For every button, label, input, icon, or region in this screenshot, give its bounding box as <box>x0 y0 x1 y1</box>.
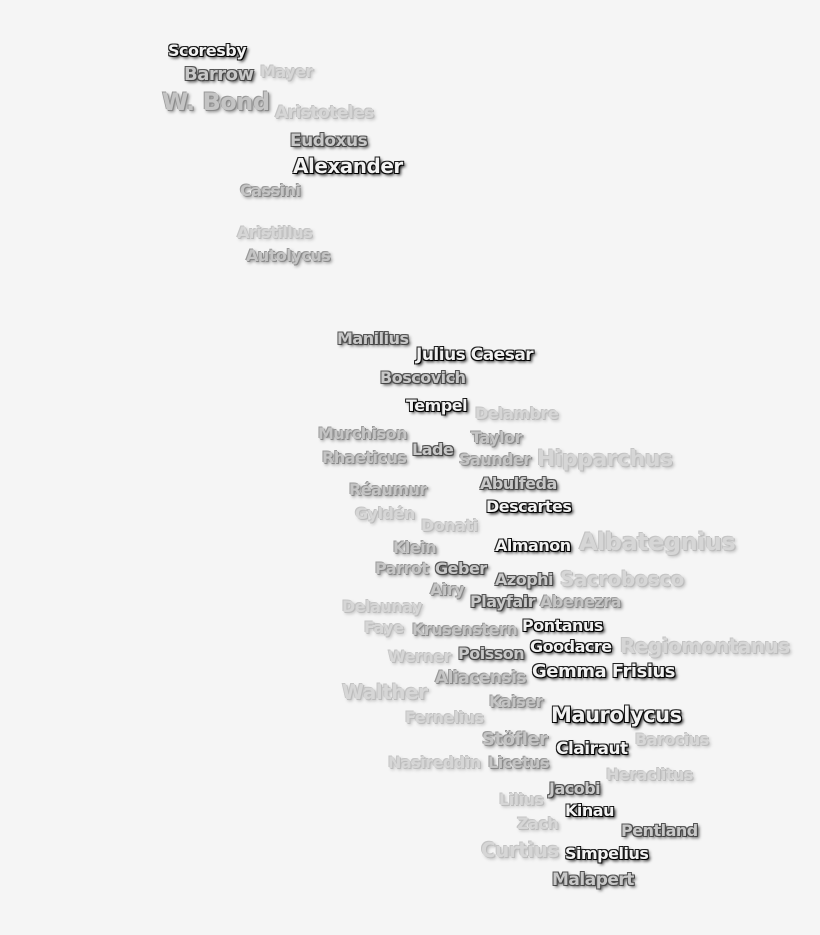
crater-label: Delambre <box>475 404 559 423</box>
crater-label: Pentland <box>621 821 698 840</box>
crater-label: Autolycus <box>246 246 331 265</box>
crater-label: Manilius <box>337 329 409 348</box>
crater-label: Hipparchus <box>537 447 673 472</box>
crater-label: Cassini <box>240 181 301 200</box>
crater-label: Jacobi <box>549 779 601 798</box>
crater-label: Abulfeda <box>480 474 557 493</box>
crater-label: Gemma Frisius <box>532 661 676 682</box>
crater-label: Malapert <box>552 870 634 890</box>
crater-label: Saunder <box>459 450 531 469</box>
crater-label: Maurolycus <box>551 703 682 727</box>
crater-label: Licetus <box>488 753 550 772</box>
crater-label: Curtius <box>481 838 559 862</box>
crater-label: Airy <box>430 580 465 599</box>
crater-label: Goodacre <box>530 637 612 656</box>
crater-label: Aristoteles <box>275 103 374 123</box>
crater-label: Alexander <box>293 154 403 178</box>
crater-label: Taylor <box>471 428 522 447</box>
crater-label: Aliacensis <box>435 668 527 688</box>
crater-label: Krusenstern <box>412 620 518 639</box>
crater-label: Barocius <box>635 730 709 749</box>
crater-label: Réaumur <box>349 480 427 499</box>
crater-label: Simpelius <box>565 844 649 863</box>
crater-label: Abenezra <box>540 592 621 611</box>
crater-label: Boscovich <box>380 368 466 387</box>
crater-label: Eudoxus <box>290 131 368 151</box>
crater-label: Kinau <box>565 801 614 820</box>
crater-label: Poisson <box>458 644 525 663</box>
crater-label: Parrot <box>375 559 429 578</box>
crater-label: Pontanus <box>522 616 603 635</box>
crater-label: Clairaut <box>556 739 628 759</box>
crater-label: Werner <box>388 647 451 666</box>
crater-label: Barrow <box>184 64 254 85</box>
crater-label: Mayer <box>260 62 313 81</box>
crater-label: Lilius <box>499 790 544 809</box>
crater-label: Faye <box>364 618 404 637</box>
crater-label: Nasireddin <box>388 753 481 772</box>
crater-label: Almanon <box>495 536 571 555</box>
crater-label: Julius Caesar <box>416 345 534 365</box>
crater-label: Tempel <box>406 396 468 415</box>
crater-label: Gyldén <box>355 504 415 523</box>
crater-label: Zach <box>517 814 559 833</box>
crater-label: Sacrobosco <box>560 567 684 591</box>
crater-label: Murchison <box>318 424 407 443</box>
crater-label: Azophi <box>495 570 554 589</box>
crater-label: Playfair <box>470 592 536 611</box>
crater-label: Rhaeticus <box>322 448 407 467</box>
crater-label: Geber <box>435 559 487 578</box>
crater-label: Heraclitus <box>606 765 693 784</box>
crater-label: Regiomontanus <box>620 634 790 658</box>
crater-label: Klein <box>393 538 437 557</box>
crater-label: Donati <box>421 516 478 535</box>
crater-label: Delaunay <box>342 597 422 616</box>
crater-label: Walther <box>342 680 428 704</box>
crater-label: Lade <box>412 440 454 459</box>
crater-label: W. Bond <box>162 88 270 116</box>
crater-label: Fernelius <box>405 708 484 727</box>
crater-label: Aristillus <box>237 223 313 242</box>
crater-label: Stöfler <box>482 729 548 750</box>
crater-label: Kaiser <box>489 692 543 711</box>
crater-label: Albategnius <box>579 528 736 556</box>
crater-label: Descartes <box>486 497 572 516</box>
crater-label: Scoresby <box>168 41 247 60</box>
